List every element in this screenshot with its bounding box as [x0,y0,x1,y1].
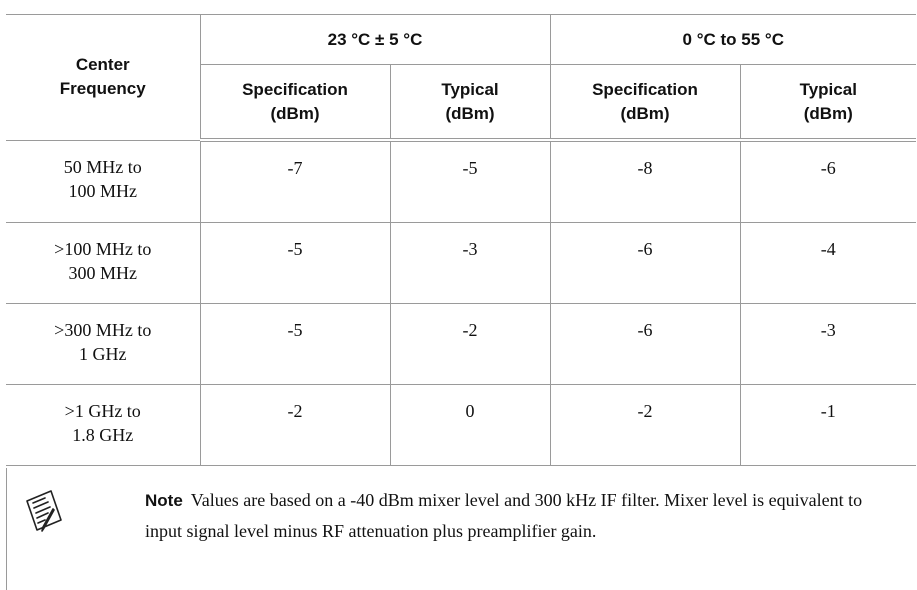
group-header-row: Center Frequency 23 °C ± 5 °C 0 °C to 55… [6,14,917,141]
sub-header-line-2: (dBm) [620,103,670,123]
frequency-cell: >1 GHz to 1.8 GHz [6,384,201,466]
value-cell: -6 [549,222,741,304]
value-cell: -2 [549,384,741,466]
table-row: 50 MHz to 100 MHz -7 -5 -8 -6 [6,139,917,223]
note-text: Note Values are based on a -40 dBm mixer … [145,485,895,546]
value-cell: -2 [199,384,391,466]
frequency-line-1: >300 MHz to [54,320,152,340]
value-cell: -1 [739,384,917,466]
sub-header-specification: Specification (dBm) [549,64,741,142]
value-cell: -3 [389,222,551,304]
note-body: Values are based on a -40 dBm mixer leve… [145,490,863,541]
value-cell: 0 [389,384,551,466]
frequency-line-2: 100 MHz [68,180,138,201]
sub-header-row: Specification (dBm) Typical (dBm) Specif… [6,64,917,142]
group-header-room-temp: 23 °C ± 5 °C [199,14,551,65]
sub-header-line-2: (dBm) [445,103,495,123]
frequency-line-2: 1.8 GHz [72,425,134,445]
value-cell: -6 [549,303,741,385]
sub-header-line-1: Specification [592,79,698,99]
value-cell: -5 [199,303,391,385]
frequency-cell: >300 MHz to 1 GHz [6,303,201,385]
value-cell: -6 [739,139,917,223]
value-cell: -2 [389,303,551,385]
note-pad-icon [26,490,62,532]
sub-header-line-1: Specification [242,79,348,99]
frequency-line-1: >100 MHz to [54,239,152,259]
sub-header-line-2: (dBm) [803,103,853,123]
center-frequency-header-line-1: Center [75,55,130,75]
value-cell: -8 [549,139,741,223]
frequency-line-1: 50 MHz to [63,156,142,177]
value-cell: -4 [739,222,917,304]
sub-header-typical: Typical (dBm) [739,64,917,142]
group-header-full-range: 0 °C to 55 °C [549,14,917,65]
frequency-line-1: >1 GHz to [64,401,141,421]
frequency-line-2: 300 MHz [68,263,138,283]
value-cell: -3 [739,303,917,385]
noise-spec-table: Center Frequency 23 °C ± 5 °C 0 °C to 55… [6,14,917,466]
note-box: Note Values are based on a -40 dBm mixer … [6,468,917,590]
sub-header-line-1: Typical [441,79,499,99]
frequency-cell: 50 MHz to 100 MHz [6,139,201,223]
table-row: >300 MHz to 1 GHz -5 -2 -6 -3 [6,303,917,385]
value-cell: -5 [389,139,551,223]
sub-header-line-1: Typical [799,79,857,99]
value-cell: -5 [199,222,391,304]
frequency-line-2: 1 GHz [79,344,127,364]
center-frequency-header-line-2: Frequency [59,79,146,99]
note-label: Note [145,491,183,510]
table-row: >100 MHz to 300 MHz -5 -3 -6 -4 [6,222,917,304]
center-frequency-header: Center Frequency [6,14,201,141]
sub-header-line-2: (dBm) [270,103,320,123]
table-row: >1 GHz to 1.8 GHz -2 0 -2 -1 [6,384,917,466]
sub-header-typical: Typical (dBm) [389,64,551,142]
sub-header-specification: Specification (dBm) [200,64,391,142]
value-cell: -7 [199,139,391,223]
frequency-cell: >100 MHz to 300 MHz [6,222,201,304]
